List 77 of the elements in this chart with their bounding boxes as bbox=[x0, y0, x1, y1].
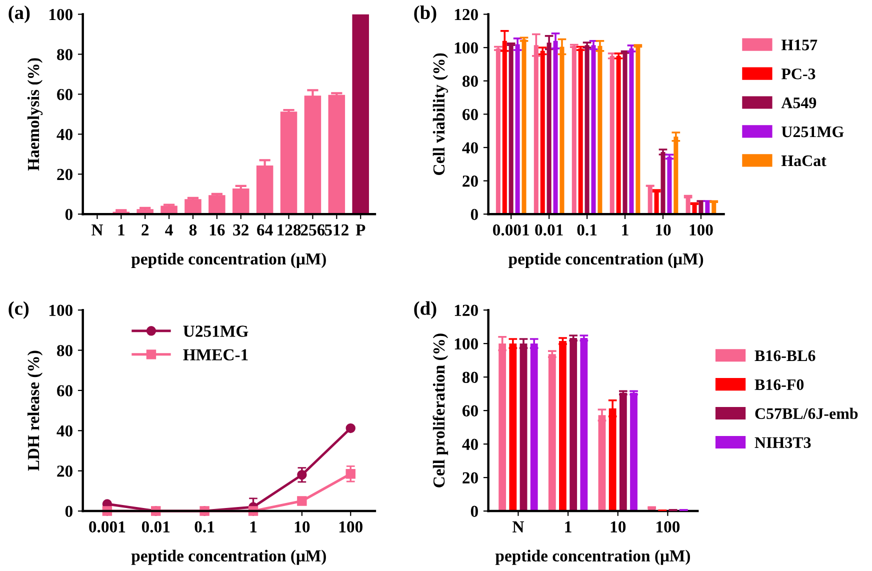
x-tick-label: P bbox=[356, 224, 366, 236]
x-tick-label: 32 bbox=[233, 224, 248, 236]
x-axis-title: peptide concentration (μM) bbox=[508, 252, 704, 268]
x-tick-label: N bbox=[512, 521, 524, 532]
legend-label: NIH3T3 bbox=[754, 437, 811, 448]
x-tick-label: 16 bbox=[210, 224, 225, 236]
y-tick-label: 100 bbox=[49, 304, 72, 316]
chart-title: (b) bbox=[414, 5, 436, 24]
x-tick-label: 10 bbox=[610, 521, 626, 532]
chart-title: (a) bbox=[8, 5, 30, 24]
y-tick-label: 120 bbox=[454, 8, 478, 20]
y-axis-title: Cell viability (%) bbox=[432, 53, 448, 175]
x-tick-label: 64 bbox=[257, 224, 273, 236]
y-tick-label: 120 bbox=[454, 304, 478, 316]
chart-title: (d) bbox=[414, 301, 436, 319]
y-tick-label: 20 bbox=[462, 176, 478, 187]
x-tick-label: 2 bbox=[142, 224, 149, 236]
y-tick-label: 40 bbox=[462, 142, 478, 154]
y-tick-label: 40 bbox=[56, 128, 72, 140]
y-tick-label: 80 bbox=[57, 48, 72, 60]
y-axis-title: Cell proliferation (%) bbox=[432, 334, 448, 488]
y-tick-label: 0 bbox=[65, 506, 72, 517]
y-tick-label: 60 bbox=[462, 108, 478, 120]
legend-label: B16-F0 bbox=[754, 379, 804, 390]
y-tick-label: 100 bbox=[454, 42, 478, 54]
y-tick-label: 60 bbox=[57, 385, 72, 396]
y-axis-title: LDH release (%) bbox=[27, 350, 43, 471]
legend-label: B16-BL6 bbox=[754, 350, 816, 362]
legend-label: HMEC-1 bbox=[183, 349, 248, 360]
y-tick-label: 20 bbox=[57, 466, 72, 477]
y-tick-label: 20 bbox=[57, 168, 72, 180]
x-tick-label: 0.01 bbox=[535, 224, 563, 236]
legend-label: C57BL/6J-emb bbox=[755, 408, 858, 420]
y-tick-label: 40 bbox=[462, 438, 478, 450]
x-tick-label: 512 bbox=[324, 224, 348, 236]
x-axis-title: peptide concentration (μM) bbox=[131, 252, 326, 268]
x-tick-label: 4 bbox=[165, 224, 173, 236]
x-tick-label: 0.1 bbox=[194, 521, 214, 533]
y-tick-label: 20 bbox=[462, 472, 478, 484]
x-axis-title: peptide concentration (μM) bbox=[131, 550, 326, 565]
y-tick-label: 100 bbox=[49, 8, 72, 20]
x-tick-label: N bbox=[92, 224, 104, 236]
x-tick-label: 128 bbox=[278, 224, 301, 236]
x-tick-label: 0.001 bbox=[492, 224, 529, 236]
x-tick-label: 100 bbox=[690, 224, 713, 236]
x-tick-label: 0.001 bbox=[89, 521, 126, 533]
legend-label: U251MG bbox=[782, 126, 844, 138]
x-tick-label: 100 bbox=[339, 521, 362, 532]
y-axis-title: Haemolysis (%) bbox=[27, 58, 43, 171]
chart-title: (c) bbox=[8, 301, 29, 319]
x-tick-label: 256 bbox=[300, 224, 325, 236]
y-tick-label: 40 bbox=[56, 425, 72, 437]
legend-label: A549 bbox=[781, 98, 816, 108]
x-tick-label: 1 bbox=[565, 521, 572, 532]
x-axis-title: peptide concentration (μM) bbox=[495, 550, 690, 565]
x-tick-label: 1 bbox=[622, 224, 628, 236]
x-tick-label: 8 bbox=[189, 224, 197, 236]
y-tick-label: 100 bbox=[454, 338, 478, 350]
x-tick-label: 0.01 bbox=[142, 521, 170, 533]
x-tick-label: 10 bbox=[656, 224, 671, 236]
y-tick-label: 80 bbox=[462, 372, 478, 383]
x-tick-label: 1 bbox=[250, 521, 257, 532]
y-tick-label: 0 bbox=[470, 208, 478, 220]
legend-label: HaCat bbox=[781, 155, 826, 166]
x-tick-label: 100 bbox=[656, 521, 680, 532]
y-tick-label: 0 bbox=[65, 208, 72, 220]
x-tick-label: 10 bbox=[294, 521, 310, 532]
y-tick-label: 0 bbox=[470, 506, 478, 517]
legend-label: H157 bbox=[781, 40, 818, 50]
y-tick-label: 80 bbox=[462, 76, 478, 87]
x-tick-label: 0.1 bbox=[577, 224, 597, 236]
y-tick-label: 60 bbox=[462, 405, 478, 416]
y-tick-label: 60 bbox=[57, 88, 72, 100]
x-tick-label: 1 bbox=[118, 224, 124, 236]
legend-label: U251MG bbox=[183, 326, 248, 337]
y-tick-label: 80 bbox=[57, 344, 72, 356]
legend-label: PC-3 bbox=[781, 68, 816, 80]
